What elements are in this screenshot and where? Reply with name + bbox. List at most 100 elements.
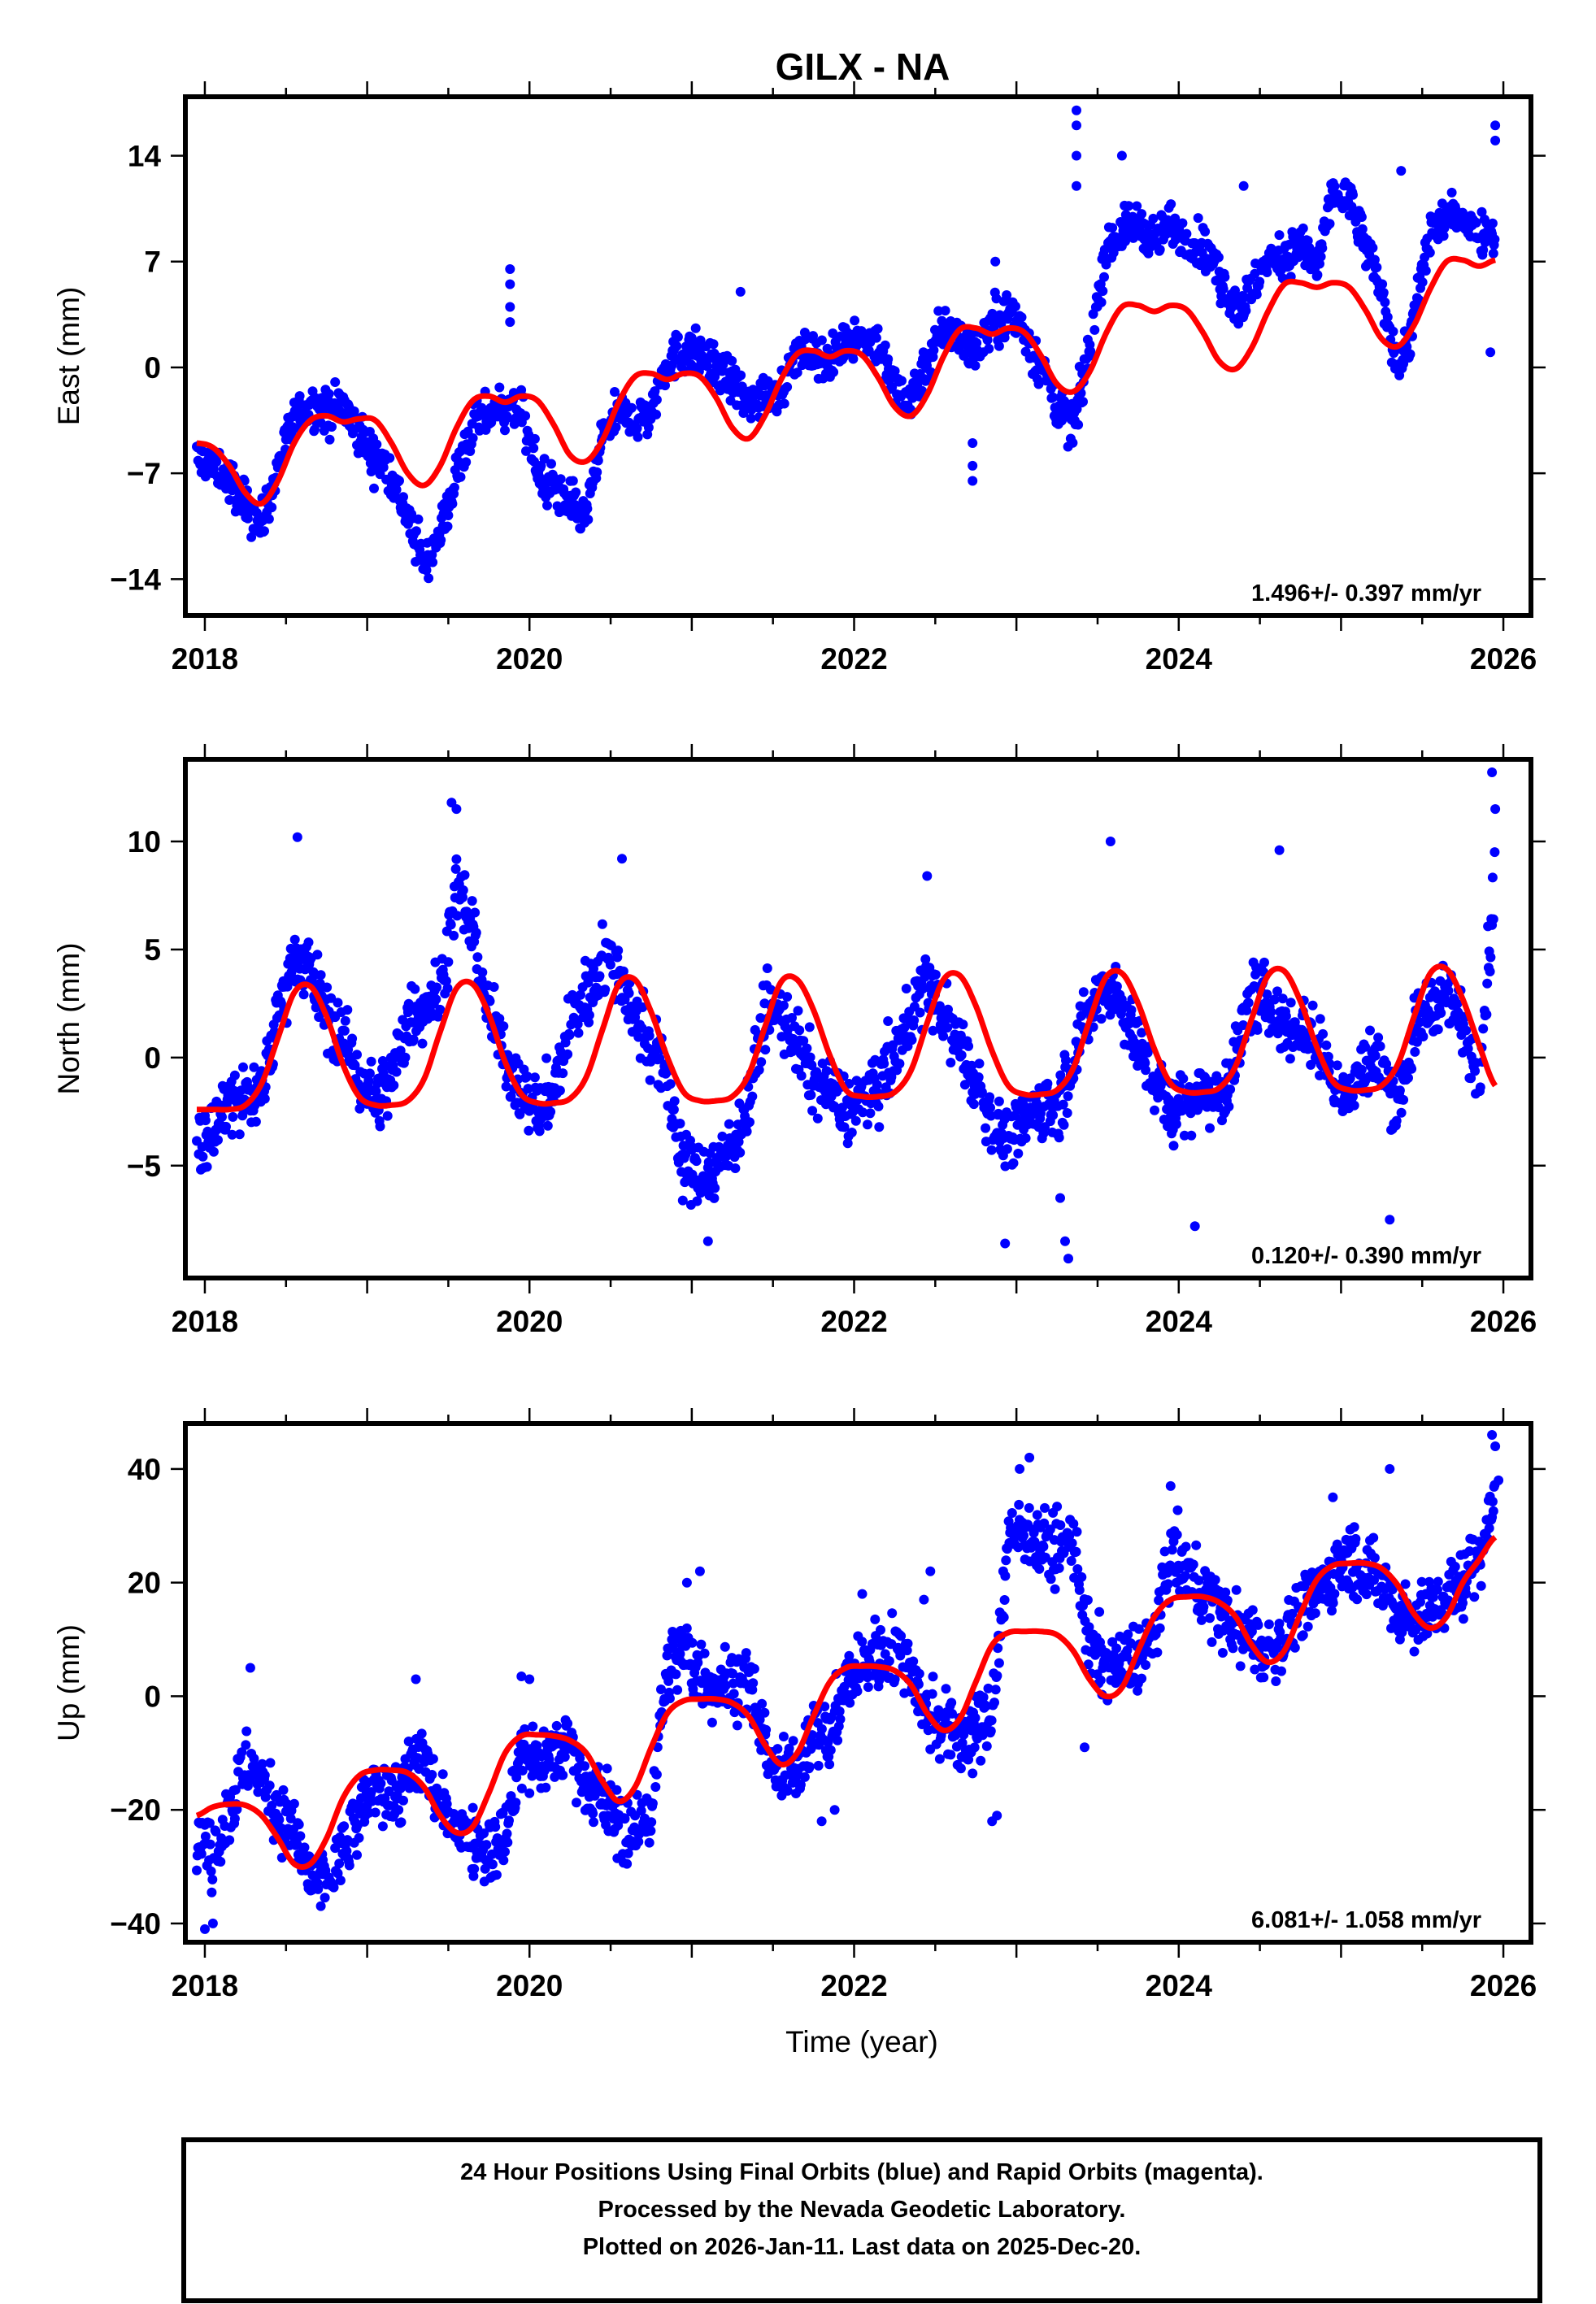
y-tick-label: 7 [144,246,161,279]
data-point [1235,1661,1246,1671]
data-point [1071,1546,1081,1557]
outlier-point [1105,837,1115,846]
data-point [206,1866,216,1876]
outlier-point [735,286,746,297]
data-point [1269,994,1280,1005]
outlier-point [1072,180,1081,191]
data-point [1067,1538,1077,1549]
data-point [354,1832,364,1843]
data-point [717,1131,728,1141]
data-point [1186,1130,1197,1141]
data-point [889,366,900,376]
data-point [970,1713,981,1724]
data-point [324,389,334,399]
data-point [1181,1541,1191,1552]
data-point [824,1759,835,1770]
data-point [976,1755,986,1766]
data-point [541,1782,551,1793]
data-point [1224,1102,1234,1112]
data-point [1410,1046,1420,1057]
data-point [968,1768,978,1779]
data-point [1011,301,1020,311]
data-point [403,1737,414,1746]
data-point [1181,228,1192,239]
data-point [1014,1499,1024,1510]
data-point [1171,1119,1181,1129]
data-point [804,1762,815,1772]
data-point [895,1650,906,1661]
data-point [1418,1032,1429,1041]
data-point [1205,1613,1215,1624]
data-point [1141,1660,1151,1670]
data-point [584,1017,594,1028]
data-point [501,1081,511,1092]
data-point [1048,1110,1059,1120]
data-point [618,966,628,976]
outlier-point [1072,105,1081,115]
data-point [732,1720,742,1731]
data-point [1298,223,1308,233]
data-point [686,333,697,343]
data-point [720,1641,730,1652]
data-point [651,409,662,420]
data-point [1329,1589,1340,1599]
data-point [927,1689,937,1699]
data-point [1039,1518,1050,1528]
data-point [572,1798,581,1808]
data-point [633,432,643,442]
data-point [1350,1533,1361,1544]
data-point [1205,1123,1215,1133]
east-outlier-points [505,105,1501,486]
data-point [1463,1043,1473,1054]
data-point [211,1826,221,1837]
y-tick-label: −5 [127,1150,161,1183]
data-point [1066,1556,1076,1566]
data-point [1188,1559,1198,1570]
data-point [747,1091,758,1102]
data-point [1002,1144,1012,1154]
data-point [1078,987,1089,998]
data-point [735,1147,746,1158]
data-point [568,476,578,486]
data-point [558,1068,568,1079]
data-point [1076,1572,1087,1582]
data-point [907,1035,917,1045]
data-point [899,1023,910,1032]
data-point [446,919,456,930]
data-point [955,1763,966,1774]
data-point [804,1022,815,1032]
data-point [901,984,911,993]
data-point [1274,230,1285,241]
data-point [636,1806,646,1816]
data-point [1150,1105,1159,1115]
data-point [745,1117,755,1128]
data-point [730,1163,741,1173]
data-point [299,1842,310,1853]
data-point [1352,1594,1363,1605]
data-point [576,989,585,1000]
data-point [315,418,326,428]
data-point [958,1019,968,1030]
data-point [835,1714,846,1724]
outlier-point [1063,1254,1073,1264]
data-point [563,1719,573,1728]
data-point [1123,1629,1133,1640]
data-point [1068,1519,1079,1529]
data-point [259,1093,270,1104]
data-point [1196,1615,1207,1625]
data-point [1132,201,1142,211]
data-point [428,557,438,567]
data-point [1302,1621,1313,1632]
data-point [620,1814,630,1824]
data-point [340,1015,350,1026]
data-point [1140,1058,1150,1068]
outlier-point [1385,1215,1395,1225]
data-point [1391,1115,1402,1126]
data-point [687,1637,698,1648]
data-point [1285,1054,1295,1064]
data-point [396,1817,407,1828]
data-point [984,343,994,354]
data-point [610,387,620,397]
data-point [754,1065,764,1075]
